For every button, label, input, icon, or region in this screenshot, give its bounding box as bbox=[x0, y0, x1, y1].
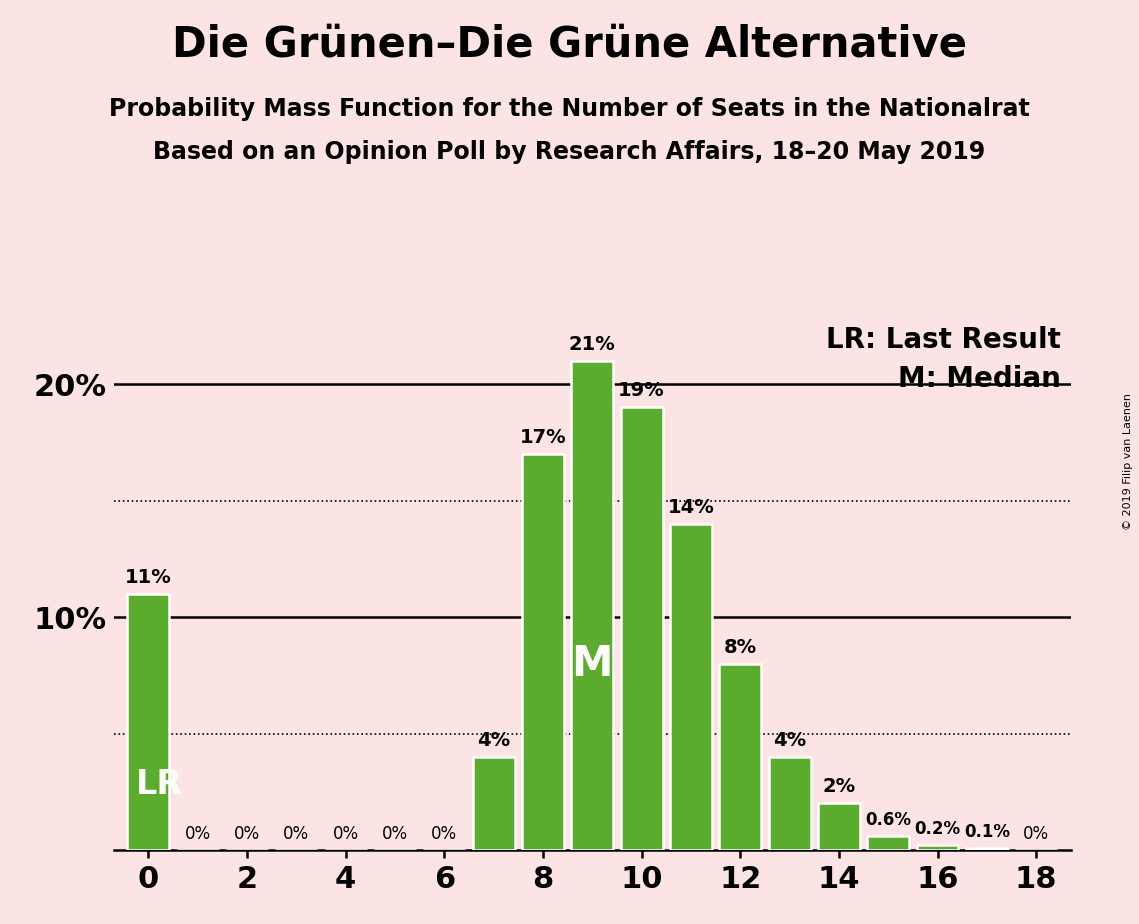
Bar bbox=[818, 804, 860, 850]
Text: 11%: 11% bbox=[125, 567, 172, 587]
Text: 8%: 8% bbox=[723, 638, 756, 657]
Text: M: M bbox=[572, 643, 613, 685]
Text: 0%: 0% bbox=[284, 825, 310, 843]
Text: Based on an Opinion Poll by Research Affairs, 18–20 May 2019: Based on an Opinion Poll by Research Aff… bbox=[154, 140, 985, 164]
Bar bbox=[670, 524, 712, 850]
Bar bbox=[917, 845, 958, 850]
Text: 2%: 2% bbox=[822, 777, 855, 796]
Text: 0%: 0% bbox=[1023, 825, 1049, 843]
Text: LR: Last Result: LR: Last Result bbox=[826, 326, 1060, 354]
Text: 0.6%: 0.6% bbox=[866, 811, 911, 829]
Bar bbox=[128, 594, 170, 850]
Text: Probability Mass Function for the Number of Seats in the Nationalrat: Probability Mass Function for the Number… bbox=[109, 97, 1030, 121]
Bar bbox=[867, 836, 909, 850]
Text: 0%: 0% bbox=[233, 825, 260, 843]
Text: M: Median: M: Median bbox=[898, 365, 1060, 394]
Text: 0.2%: 0.2% bbox=[915, 821, 960, 838]
Bar bbox=[522, 454, 564, 850]
Text: 14%: 14% bbox=[667, 498, 714, 517]
Bar bbox=[769, 757, 811, 850]
Text: © 2019 Filip van Laenen: © 2019 Filip van Laenen bbox=[1123, 394, 1133, 530]
Text: 0%: 0% bbox=[333, 825, 359, 843]
Bar bbox=[621, 407, 663, 850]
Text: 17%: 17% bbox=[519, 428, 566, 447]
Text: 0%: 0% bbox=[432, 825, 458, 843]
Text: 4%: 4% bbox=[477, 731, 510, 750]
Text: Die Grünen–Die Grüne Alternative: Die Grünen–Die Grüne Alternative bbox=[172, 23, 967, 65]
Bar bbox=[473, 757, 515, 850]
Text: 4%: 4% bbox=[773, 731, 806, 750]
Text: 0.1%: 0.1% bbox=[964, 822, 1010, 841]
Text: 0%: 0% bbox=[382, 825, 408, 843]
Bar bbox=[966, 847, 1008, 850]
Text: 21%: 21% bbox=[568, 334, 616, 354]
Bar bbox=[719, 663, 761, 850]
Text: 19%: 19% bbox=[618, 382, 665, 400]
Text: 0%: 0% bbox=[185, 825, 211, 843]
Bar bbox=[572, 360, 613, 850]
Text: LR: LR bbox=[136, 769, 183, 801]
